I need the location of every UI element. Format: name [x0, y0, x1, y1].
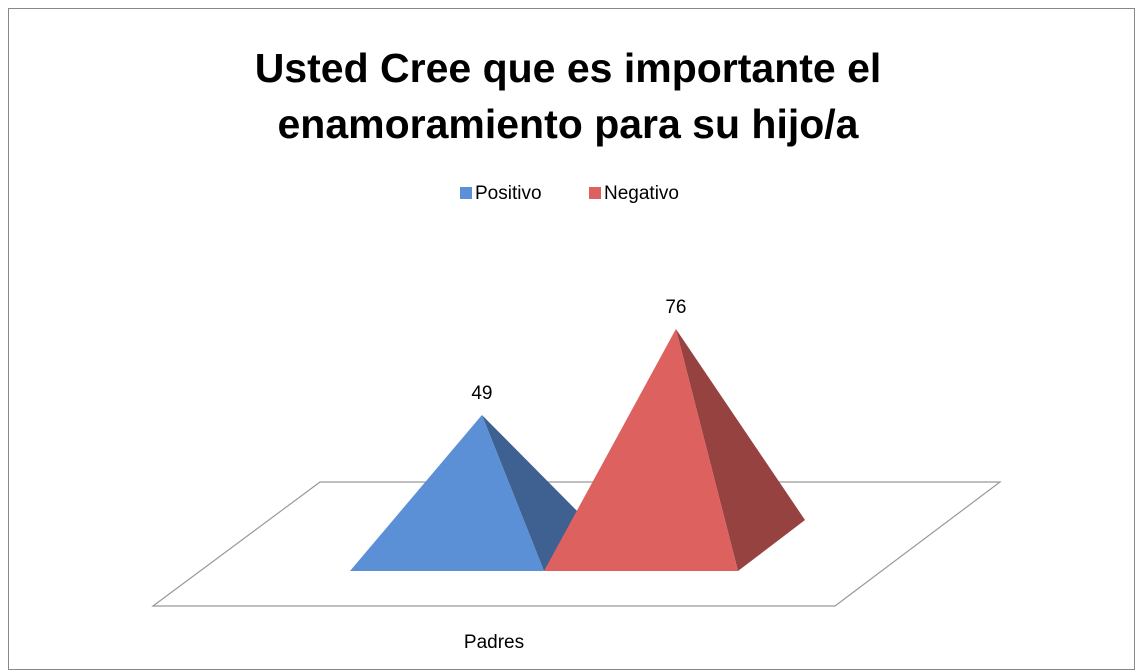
legend-label: Negativo [604, 183, 679, 204]
x-tick-label: Padres [464, 632, 524, 653]
data-label: 49 [471, 383, 492, 404]
pyramid-front [544, 329, 738, 571]
chart-title: Usted Cree que es importante el enamoram… [254, 45, 882, 147]
legend-swatch [460, 187, 472, 199]
legend-label: Positivo [475, 183, 542, 204]
pyramid-side [675, 329, 805, 571]
pyramid-front [350, 414, 544, 571]
pyramid-side [481, 414, 586, 571]
data-label: 76 [665, 297, 686, 318]
legend-swatch [589, 187, 601, 199]
